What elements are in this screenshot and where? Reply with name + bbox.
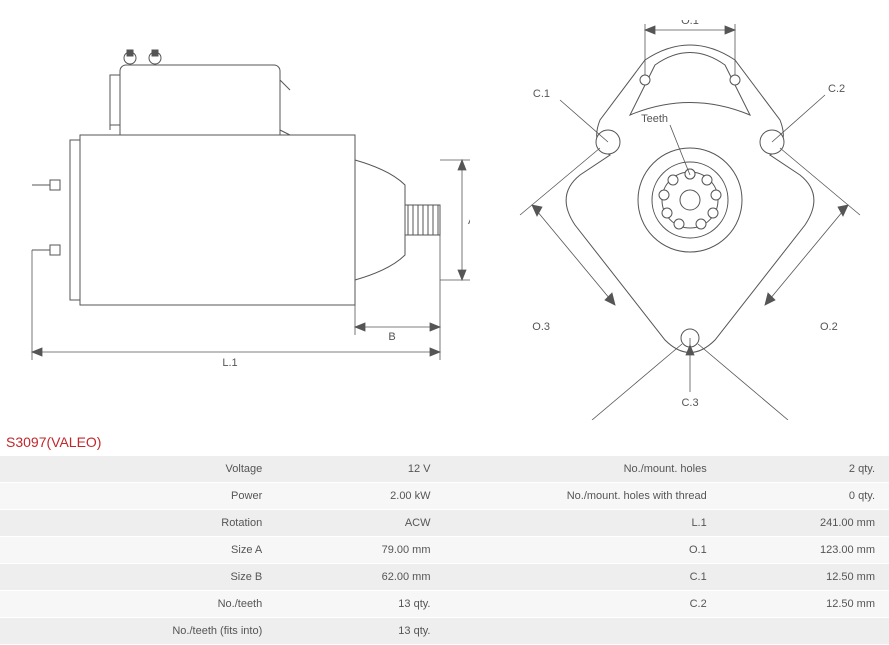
side-view-diagram: A B L.1 (10, 20, 470, 420)
spec-row: No./teeth (fits into)13 qty. (0, 618, 445, 645)
spec-row: C.212.50 mm (445, 591, 889, 618)
spec-row: Voltage12 V (0, 456, 445, 483)
spec-row: Power2.00 kW (0, 483, 445, 510)
dim-label-Teeth: Teeth (641, 113, 668, 125)
spec-row: RotationACW (0, 510, 445, 537)
spec-value: 12 V (276, 463, 444, 475)
dim-label-C2: C.2 (828, 83, 845, 95)
spec-label: C.2 (445, 598, 721, 610)
spec-value: 123.00 mm (721, 544, 889, 556)
spec-value: 241.00 mm (721, 517, 889, 529)
spec-label: No./teeth (fits into) (0, 625, 276, 637)
spec-label: Rotation (0, 517, 276, 529)
spec-value: 12.50 mm (721, 571, 889, 583)
spec-value: 2.00 kW (276, 490, 444, 502)
spec-label: Power (0, 490, 276, 502)
spec-value: 0 qty. (721, 490, 889, 502)
spec-row: C.112.50 mm (445, 564, 889, 591)
spec-label: No./mount. holes (445, 463, 721, 475)
dim-label-O1: O.1 (681, 20, 699, 27)
spec-label: Voltage (0, 463, 276, 475)
dim-label-O2: O.2 (820, 321, 838, 333)
spec-row: No./mount. holes2 qty. (445, 456, 889, 483)
dim-label-C3: C.3 (681, 397, 698, 409)
dim-label-B: B (388, 331, 395, 343)
spec-value: 79.00 mm (276, 544, 444, 556)
dim-label-A: A (468, 215, 470, 227)
spec-label: Size B (0, 571, 276, 583)
dim-label-O3: O.3 (532, 321, 550, 333)
spec-row: L.1241.00 mm (445, 510, 889, 537)
spec-label: No./mount. holes with thread (445, 490, 721, 502)
spec-row: No./teeth13 qty. (0, 591, 445, 618)
spec-label: C.1 (445, 571, 721, 583)
spec-row: No./mount. holes with thread0 qty. (445, 483, 889, 510)
spec-label: No./teeth (0, 598, 276, 610)
front-view-diagram: O.1 C.1 C.2 Teeth (490, 20, 889, 420)
spec-row: Size B62.00 mm (0, 564, 445, 591)
dim-label-C1: C.1 (533, 88, 550, 100)
spec-table: Voltage12 VPower2.00 kWRotationACWSize A… (0, 456, 889, 645)
spec-col-right: No./mount. holes2 qty.No./mount. holes w… (445, 456, 889, 645)
product-title: S3097(VALEO) (0, 430, 889, 456)
spec-label: Size A (0, 544, 276, 556)
spec-row (445, 618, 889, 645)
spec-label: O.1 (445, 544, 721, 556)
spec-label: L.1 (445, 517, 721, 529)
spec-value: ACW (276, 517, 444, 529)
spec-value: 2 qty. (721, 463, 889, 475)
spec-col-left: Voltage12 VPower2.00 kWRotationACWSize A… (0, 456, 445, 645)
spec-row: O.1123.00 mm (445, 537, 889, 564)
spec-value: 12.50 mm (721, 598, 889, 610)
dim-label-L1: L.1 (222, 357, 237, 369)
spec-value: 13 qty. (276, 625, 444, 637)
spec-value: 62.00 mm (276, 571, 444, 583)
diagram-area: A B L.1 (0, 0, 889, 430)
spec-row: Size A79.00 mm (0, 537, 445, 564)
spec-value: 13 qty. (276, 598, 444, 610)
